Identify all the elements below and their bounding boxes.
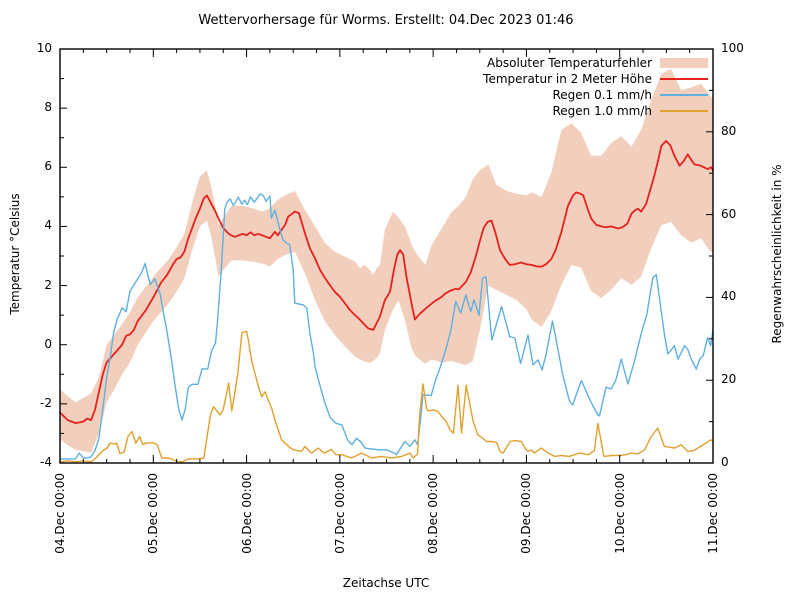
- y-left-tick-label: -4: [40, 455, 52, 469]
- rain-10-line: [59, 330, 714, 463]
- legend-item-rain-10: Regen 1.0 mm/h: [483, 103, 708, 119]
- legend-label: Absoluter Temperaturfehler: [487, 56, 652, 70]
- y-left-tick-label: -2: [40, 395, 52, 410]
- rain-01-line: [59, 193, 714, 460]
- x-axis-tick-label: 09.Dec 00:00: [519, 473, 534, 554]
- legend-swatch-rain-01-line: [660, 94, 708, 96]
- legend-label: Regen 0.1 mm/h: [552, 88, 652, 102]
- y-right-tick-label: 40: [721, 289, 737, 304]
- y-left-tick-label: 0: [44, 336, 52, 351]
- legend-label: Regen 1.0 mm/h: [552, 104, 652, 118]
- x-axis-tick-label: 06.Dec 00:00: [239, 473, 254, 554]
- y-axis-left-label: Temperatur °Celsius: [8, 193, 22, 315]
- legend-item-rain-01: Regen 0.1 mm/h: [483, 87, 708, 103]
- temperature-line: [59, 140, 714, 425]
- y-right-tick-label: 100: [721, 41, 744, 55]
- y-left-tick-label: 10: [36, 41, 52, 55]
- legend-label: Temperatur in 2 Meter Höhe: [483, 72, 652, 86]
- legend-item-temperature-error: Absoluter Temperaturfehler: [483, 55, 708, 71]
- y-right-tick-label: 0: [721, 455, 729, 469]
- legend-swatch-error-band: [660, 58, 708, 68]
- x-axis-tick-label: 08.Dec 00:00: [426, 473, 441, 554]
- y-right-tick-label: 20: [721, 372, 737, 387]
- plot-border: [59, 48, 714, 464]
- x-axis-tick-label: 10.Dec 00:00: [612, 473, 627, 554]
- x-axis-tick-label: 04.Dec 00:00: [53, 473, 67, 554]
- y-axis-right-label: Regenwahrscheinlichkeit in %: [770, 164, 784, 344]
- legend: Absoluter Temperaturfehler Temperatur in…: [483, 55, 708, 119]
- y-left-tick-label: 4: [44, 218, 52, 233]
- x-axis-tick-label: 05.Dec 00:00: [146, 473, 161, 554]
- x-axis-tick-label: 11.Dec 00:00: [706, 473, 720, 554]
- y-left-tick-label: 2: [44, 277, 52, 292]
- y-left-tick-label: 8: [44, 100, 52, 115]
- temperature-error-band: [60, 68, 713, 453]
- y-right-tick-label: 80: [721, 123, 737, 138]
- y-right-tick-label: 60: [721, 206, 737, 221]
- legend-swatch-temperature-line: [660, 78, 708, 80]
- legend-item-temperature: Temperatur in 2 Meter Höhe: [483, 71, 708, 87]
- x-axis-tick-label: 07.Dec 00:00: [332, 473, 347, 554]
- legend-swatch-rain-10-line: [660, 110, 708, 112]
- chart-title: Wettervorhersage für Worms. Erstellt: 04…: [198, 13, 574, 28]
- y-left-tick-label: 6: [44, 159, 52, 174]
- x-axis-label: Zeitachse UTC: [342, 576, 430, 590]
